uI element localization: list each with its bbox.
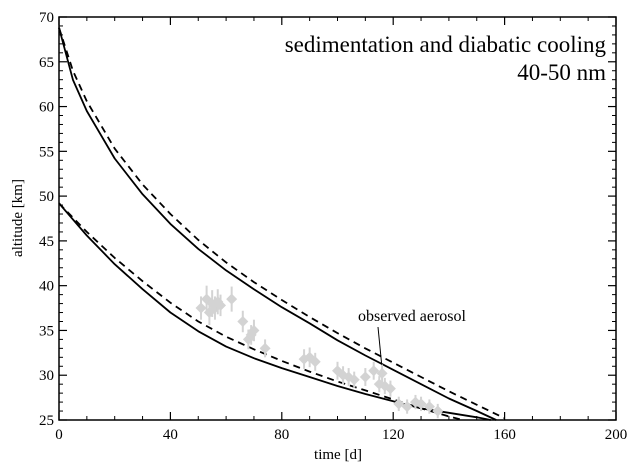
plot-series — [58, 27, 505, 421]
x-tick-label: 40 — [163, 427, 178, 443]
observation-point — [423, 401, 435, 413]
x-tick-label: 120 — [382, 427, 405, 443]
observation-point — [248, 324, 260, 336]
y-tick-label: 50 — [39, 189, 54, 205]
y-axis-label: altitude [km] — [10, 179, 26, 257]
y-tick-label: 55 — [39, 144, 54, 160]
y-tick-label: 60 — [39, 100, 54, 116]
y-tick-label: 45 — [39, 234, 54, 250]
observation-point — [245, 329, 257, 341]
x-tick-label: 0 — [55, 427, 63, 443]
chart-title-line-2: 40-50 nm — [517, 60, 606, 85]
x-tick-label: 80 — [274, 427, 289, 443]
observation-point — [237, 315, 249, 327]
y-tick-label: 40 — [39, 279, 54, 295]
x-axis-label: time [d] — [314, 447, 362, 463]
observation-point — [359, 371, 371, 383]
observation-point — [226, 293, 238, 305]
observation-point — [348, 374, 360, 386]
y-tick-label: 25 — [39, 413, 54, 429]
observation-point — [376, 367, 388, 379]
annotation-label: observed aerosol — [358, 308, 467, 325]
y-tick-label: 70 — [39, 10, 54, 26]
observation-point — [393, 398, 405, 410]
y-ticks: 25 30 35 40 45 50 55 60 65 70 — [39, 10, 616, 429]
annotation-arrow — [377, 326, 383, 365]
observation-point — [368, 365, 380, 377]
observation-point — [384, 383, 396, 395]
y-tick-label: 35 — [39, 323, 54, 339]
x-tick-label: 200 — [605, 427, 628, 443]
series-line-2 — [58, 27, 505, 420]
y-tick-label: 30 — [39, 368, 54, 384]
observation-point — [195, 302, 207, 314]
x-ticks: 0 40 80 120 160 200 — [55, 17, 627, 443]
observation-point — [415, 398, 427, 410]
observation-point — [432, 405, 444, 417]
observation-point — [309, 356, 321, 368]
observation-point — [259, 342, 271, 354]
observation-point — [215, 299, 227, 311]
observation-point — [401, 401, 413, 413]
series-line-1 — [58, 27, 497, 421]
x-tick-label: 160 — [493, 427, 516, 443]
chart-title-line-1: sedimentation and diabatic cooling — [285, 32, 607, 57]
y-tick-label: 65 — [39, 55, 54, 71]
plot-observations — [195, 285, 444, 419]
